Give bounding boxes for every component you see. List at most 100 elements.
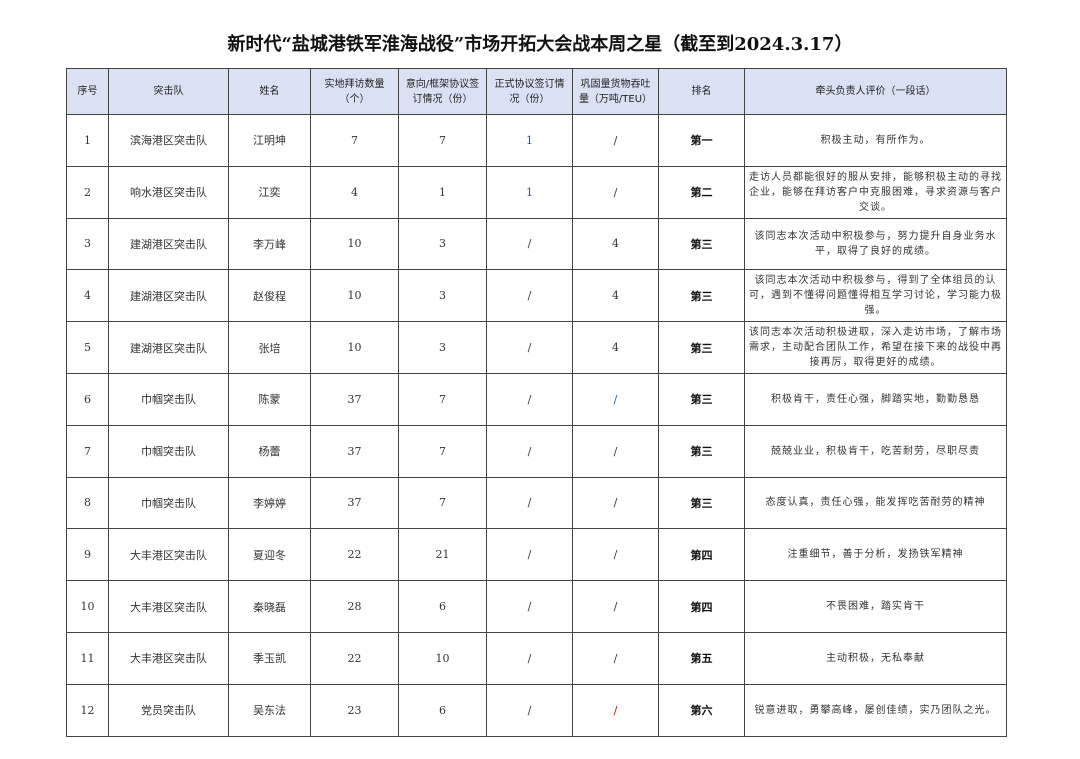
- rank-cell: 第三: [658, 372, 745, 426]
- header-rank: 排名: [658, 68, 745, 115]
- name-cell: 秦晓磊: [228, 580, 311, 633]
- name-cell: 陈蒙: [228, 372, 311, 426]
- table-row: 6 巾帼突击队 陈蒙 37 7// 第三 积极肯干，责任心强，脚踏实地，勤勤恳恳: [66, 372, 1007, 426]
- team-cell: 建湖港区突击队: [108, 217, 229, 271]
- visits-cell: 10: [310, 269, 399, 323]
- table-row: 3 建湖港区突击队 李万峰 10 3/4 第三 该同志本次活动中积极参与，努力提升自身业务水…: [66, 217, 1007, 271]
- table-row: 7 巾帼突击队 杨蕾 37 7// 第三 兢兢业业，积极肯干，吃苦耐劳，尽职尽责: [66, 424, 1007, 478]
- rank-cell: 第一: [658, 114, 745, 167]
- row-number: 5: [66, 321, 109, 374]
- intent-cell: 6: [398, 683, 487, 737]
- formal-cell: /: [486, 372, 573, 426]
- volume-cell: /: [572, 631, 659, 685]
- header-intent: 意向/框架协议签订情况（份）: [398, 68, 487, 115]
- intent-cell: 7: [398, 424, 487, 478]
- header-volume: 巩固量货物吞吐量（万吨/TEU）: [572, 68, 659, 115]
- table-row: 11 大丰港区突击队 季玉凯 22 10// 第五 主动积极，无私奉献: [66, 631, 1007, 685]
- header-evaluation: 牵头负责人评价（一段话）: [744, 68, 1007, 115]
- visits-cell: 4: [310, 165, 399, 219]
- intent-cell: 21: [398, 528, 487, 582]
- name-cell: 江明坤: [228, 114, 311, 167]
- team-cell: 大丰港区突击队: [108, 631, 229, 685]
- team-cell: 建湖港区突击队: [108, 321, 229, 374]
- visits-cell: 22: [310, 631, 399, 685]
- row-number: 10: [66, 580, 109, 633]
- volume-cell: 4: [572, 269, 659, 323]
- evaluation-cell: 注重细节，善于分析，发扬铁军精神: [744, 528, 1007, 582]
- rank-cell: 第三: [658, 424, 745, 478]
- volume-cell: /: [572, 424, 659, 478]
- evaluation-cell: 该同志本次活动中积极参与，得到了全体组员的认可，遇到不懂得问题懂得相互学习讨论，…: [744, 269, 1007, 323]
- evaluation-cell: 兢兢业业，积极肯干，吃苦耐劳，尽职尽责: [744, 424, 1007, 478]
- header-no: 序号: [66, 68, 109, 115]
- table-row: 4 建湖港区突击队 赵俊程 10 3/4 第三 该同志本次活动中积极参与，得到了全体组员的认…: [66, 269, 1007, 323]
- name-cell: 张培: [228, 321, 311, 374]
- row-number: 2: [66, 165, 109, 219]
- name-cell: 夏迎冬: [228, 528, 311, 582]
- intent-cell: 7: [398, 476, 487, 530]
- row-number: 1: [66, 114, 109, 167]
- evaluation-cell: 主动积极，无私奉献: [744, 631, 1007, 685]
- evaluation-cell: 不畏困难，踏实肯干: [744, 580, 1007, 633]
- name-cell: 季玉凯: [228, 631, 311, 685]
- intent-cell: 3: [398, 217, 487, 271]
- team-cell: 党员突击队: [108, 683, 229, 737]
- rank-cell: 第三: [658, 476, 745, 530]
- team-cell: 巾帼突击队: [108, 476, 229, 530]
- name-cell: 吴东法: [228, 683, 311, 737]
- rank-cell: 第四: [658, 580, 745, 633]
- rank-cell: 第二: [658, 165, 745, 219]
- visits-cell: 37: [310, 424, 399, 478]
- name-cell: 江奕: [228, 165, 311, 219]
- volume-cell: /: [572, 683, 659, 737]
- visits-cell: 22: [310, 528, 399, 582]
- team-cell: 建湖港区突击队: [108, 269, 229, 323]
- rank-cell: 第六: [658, 683, 745, 737]
- team-cell: 大丰港区突击队: [108, 528, 229, 582]
- stars-table: 序号 突击队 姓名 实地拜访数量（个） 意向/框架协议签订情况（份） 正式协议签订情况（份…: [66, 68, 1007, 737]
- intent-cell: 1: [398, 165, 487, 219]
- team-cell: 大丰港区突击队: [108, 580, 229, 633]
- evaluation-cell: 锐意进取，勇攀高峰，屡创佳绩，实乃团队之光。: [744, 683, 1007, 737]
- row-number: 9: [66, 528, 109, 582]
- formal-cell: 1: [486, 114, 573, 167]
- table-row: 10 大丰港区突击队 秦晓磊 28 6// 第四 不畏困难，踏实肯干: [66, 580, 1007, 633]
- table-row: 1 滨海港区突击队 江明坤 7 7 1/第一 积极主动，有所作为。: [66, 114, 1007, 167]
- rank-cell: 第五: [658, 631, 745, 685]
- formal-cell: /: [486, 683, 573, 737]
- evaluation-cell: 该同志本次活动积极进取，深入走访市场，了解市场需求，主动配合团队工作，希望在接下…: [744, 321, 1007, 374]
- visits-cell: 10: [310, 321, 399, 374]
- volume-cell: /: [572, 476, 659, 530]
- row-number: 7: [66, 424, 109, 478]
- intent-cell: 7: [398, 114, 487, 167]
- visits-cell: 37: [310, 372, 399, 426]
- evaluation-cell: 积极肯干，责任心强，脚踏实地，勤勤恳恳: [744, 372, 1007, 426]
- volume-cell: /: [572, 372, 659, 426]
- name-cell: 李万峰: [228, 217, 311, 271]
- formal-cell: /: [486, 321, 573, 374]
- visits-cell: 23: [310, 683, 399, 737]
- formal-cell: /: [486, 580, 573, 633]
- header-team: 突击队: [108, 68, 229, 115]
- volume-cell: /: [572, 528, 659, 582]
- row-number: 8: [66, 476, 109, 530]
- intent-cell: 7: [398, 372, 487, 426]
- formal-cell: /: [486, 476, 573, 530]
- row-number: 3: [66, 217, 109, 271]
- name-cell: 李婷婷: [228, 476, 311, 530]
- header-visits: 实地拜访数量（个）: [310, 68, 399, 115]
- evaluation-cell: 走访人员都能很好的服从安排，能够积极主动的寻找企业，能够在拜访客户中克服困难，寻…: [744, 165, 1007, 219]
- rank-cell: 第四: [658, 528, 745, 582]
- visits-cell: 10: [310, 217, 399, 271]
- page-title: 新时代“盐城港铁军淮海战役”市场开拓大会战本周之星（截至到2024.3.17）: [227, 34, 853, 55]
- visits-cell: 28: [310, 580, 399, 633]
- formal-cell: /: [486, 217, 573, 271]
- intent-cell: 10: [398, 631, 487, 685]
- intent-cell: 3: [398, 321, 487, 374]
- volume-cell: 4: [572, 321, 659, 374]
- volume-cell: /: [572, 580, 659, 633]
- evaluation-cell: 态度认真，责任心强，能发挥吃苦耐劳的精神: [744, 476, 1007, 530]
- visits-cell: 7: [310, 114, 399, 167]
- team-cell: 滨海港区突击队: [108, 114, 229, 167]
- formal-cell: /: [486, 424, 573, 478]
